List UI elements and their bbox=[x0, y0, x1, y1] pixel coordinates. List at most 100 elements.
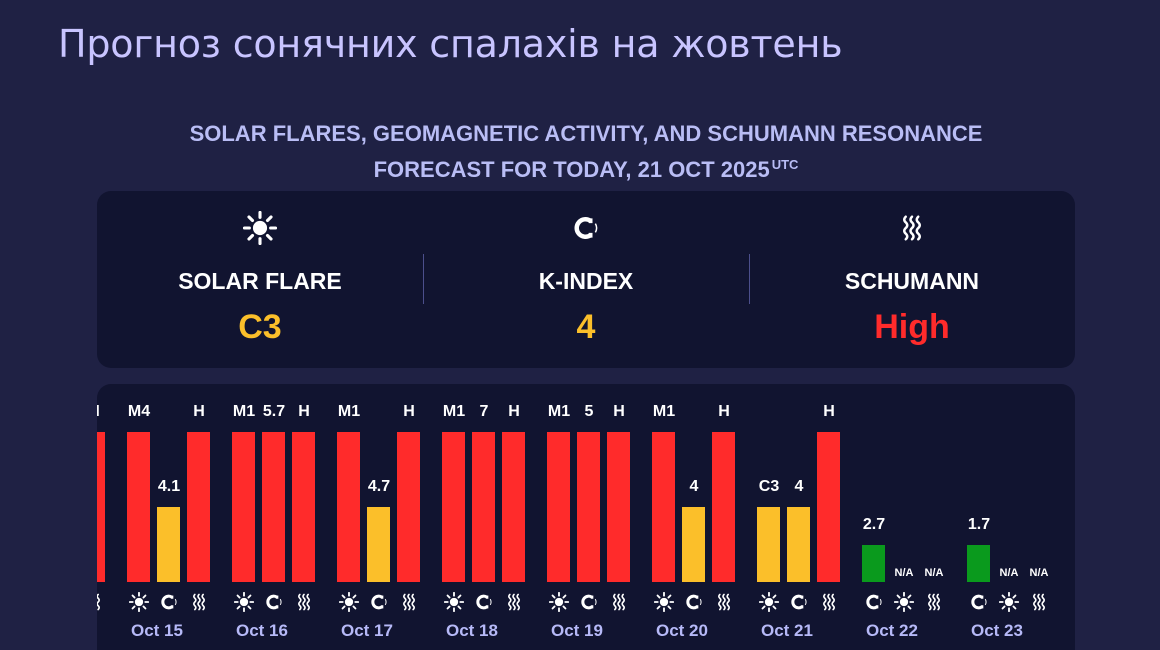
waves-icon bbox=[712, 590, 736, 614]
bar-label: M1 bbox=[442, 403, 466, 420]
chart-bar bbox=[232, 432, 255, 582]
magnet-icon bbox=[367, 590, 391, 614]
bar-label: 4.7 bbox=[367, 478, 391, 495]
page-title: Прогноз сонячних спалахів на жовтень bbox=[58, 22, 843, 66]
bar-label: N/A bbox=[924, 567, 944, 579]
waves-icon bbox=[97, 590, 106, 614]
magnet-icon bbox=[577, 590, 601, 614]
schumann-label: SCHUMANN bbox=[844, 268, 980, 294]
waves-icon bbox=[187, 590, 211, 614]
forecast-chart[interactable]: H M4 4.1 H Oct 15 M1 5.7 H Oct 16 M1 4.7 H Oct 17… bbox=[97, 384, 1075, 650]
forecast-subtitle: SOLAR FLARES, GEOMAGNETIC ACTIVITY, AND … bbox=[96, 118, 1076, 185]
day-label: Oct 23 bbox=[971, 621, 1023, 640]
bar-label: N/A bbox=[1029, 567, 1049, 579]
day-label: Oct 20 bbox=[656, 621, 708, 640]
waves-icon bbox=[607, 590, 631, 614]
chart-bar bbox=[787, 507, 810, 582]
sun-icon bbox=[757, 590, 781, 614]
bar-label: C3 bbox=[758, 478, 780, 495]
solar-flare-label: SOLAR FLARE bbox=[178, 268, 342, 294]
chart-bar bbox=[547, 432, 570, 582]
bar-label: H bbox=[508, 403, 520, 420]
summary-k-index: K-INDEX 4 bbox=[422, 191, 749, 368]
magnet-icon bbox=[787, 590, 811, 614]
sun-icon bbox=[997, 590, 1021, 614]
bar-label: H bbox=[823, 403, 835, 420]
bar-label: M1 bbox=[652, 403, 676, 420]
waves-icon bbox=[749, 211, 1075, 245]
waves-icon bbox=[817, 590, 841, 614]
bar-label: H bbox=[718, 403, 730, 420]
chart-bar bbox=[577, 432, 600, 582]
magnet-icon bbox=[262, 590, 286, 614]
sun-icon bbox=[892, 590, 916, 614]
chart-bar bbox=[262, 432, 285, 582]
bar-label: 7 bbox=[479, 403, 489, 420]
chart-bar bbox=[292, 432, 315, 582]
magnet-icon bbox=[862, 590, 886, 614]
waves-icon bbox=[502, 590, 526, 614]
sun-icon bbox=[97, 211, 423, 245]
bar-label: H bbox=[403, 403, 415, 420]
solar-flare-value: C3 bbox=[238, 308, 282, 346]
bar-label: 5 bbox=[584, 403, 594, 420]
sun-icon bbox=[442, 590, 466, 614]
chart-bar bbox=[187, 432, 210, 582]
chart-bar bbox=[817, 432, 840, 582]
chart-bar bbox=[337, 432, 360, 582]
chart-bar bbox=[757, 507, 780, 582]
bar-label: H bbox=[193, 403, 205, 420]
day-label: Oct 19 bbox=[551, 621, 603, 640]
bar-label: 4.1 bbox=[157, 478, 181, 495]
bar-label: N/A bbox=[999, 567, 1019, 579]
bar-label: 5.7 bbox=[262, 403, 286, 420]
utc-sup: UTC bbox=[771, 157, 799, 172]
subtitle-line-2-wrap: FORECAST FOR TODAY, 21 OCT 2025 UTC bbox=[96, 149, 1076, 185]
bar-label: 1.7 bbox=[967, 516, 991, 533]
bar-label: H bbox=[298, 403, 310, 420]
bar-label: M1 bbox=[337, 403, 361, 420]
day-label: Oct 18 bbox=[446, 621, 498, 640]
bar-label: 2.7 bbox=[862, 516, 886, 533]
k-index-label: K-INDEX bbox=[538, 268, 634, 294]
bar-label: M1 bbox=[547, 403, 571, 420]
waves-icon bbox=[1027, 590, 1051, 614]
k-index-value: 4 bbox=[576, 308, 596, 346]
magnet-icon bbox=[967, 590, 991, 614]
chart-bar bbox=[367, 507, 390, 582]
waves-icon bbox=[922, 590, 946, 614]
chart-bar bbox=[607, 432, 630, 582]
waves-icon bbox=[292, 590, 316, 614]
chart-bar bbox=[127, 432, 150, 582]
sun-icon bbox=[127, 590, 151, 614]
day-label: Oct 15 bbox=[131, 621, 183, 640]
bar-label: M1 bbox=[232, 403, 256, 420]
day-label: Oct 17 bbox=[341, 621, 393, 640]
sun-icon bbox=[547, 590, 571, 614]
bar-label: H bbox=[613, 403, 625, 420]
subtitle-line-1: SOLAR FLARES, GEOMAGNETIC ACTIVITY, AND … bbox=[189, 121, 983, 146]
chart-bar bbox=[502, 432, 525, 582]
day-label: Oct 22 bbox=[866, 621, 918, 640]
summary-schumann: SCHUMANN High bbox=[748, 191, 1075, 368]
chart-bar bbox=[442, 432, 465, 582]
chart-bar bbox=[682, 507, 705, 582]
chart-bar bbox=[157, 507, 180, 582]
sun-icon bbox=[232, 590, 256, 614]
sun-icon bbox=[337, 590, 361, 614]
magnet-icon bbox=[423, 211, 749, 245]
day-label: Oct 21 bbox=[761, 621, 813, 640]
chart-bar bbox=[472, 432, 495, 582]
sun-icon bbox=[652, 590, 676, 614]
magnet-icon bbox=[157, 590, 181, 614]
subtitle-line-2: FORECAST FOR TODAY, 21 OCT 2025 bbox=[373, 157, 770, 182]
day-label: Oct 16 bbox=[236, 621, 288, 640]
bar-label: H bbox=[97, 403, 114, 421]
bar-label: 4 bbox=[794, 478, 804, 495]
chart-bar bbox=[862, 545, 885, 582]
bar-label: M4 bbox=[127, 403, 151, 420]
summary-card: SOLAR FLARE C3 K-INDEX 4 SCHUMANN High bbox=[97, 191, 1075, 368]
chart-bar bbox=[967, 545, 990, 582]
schumann-value: High bbox=[874, 308, 950, 346]
waves-icon bbox=[397, 590, 421, 614]
